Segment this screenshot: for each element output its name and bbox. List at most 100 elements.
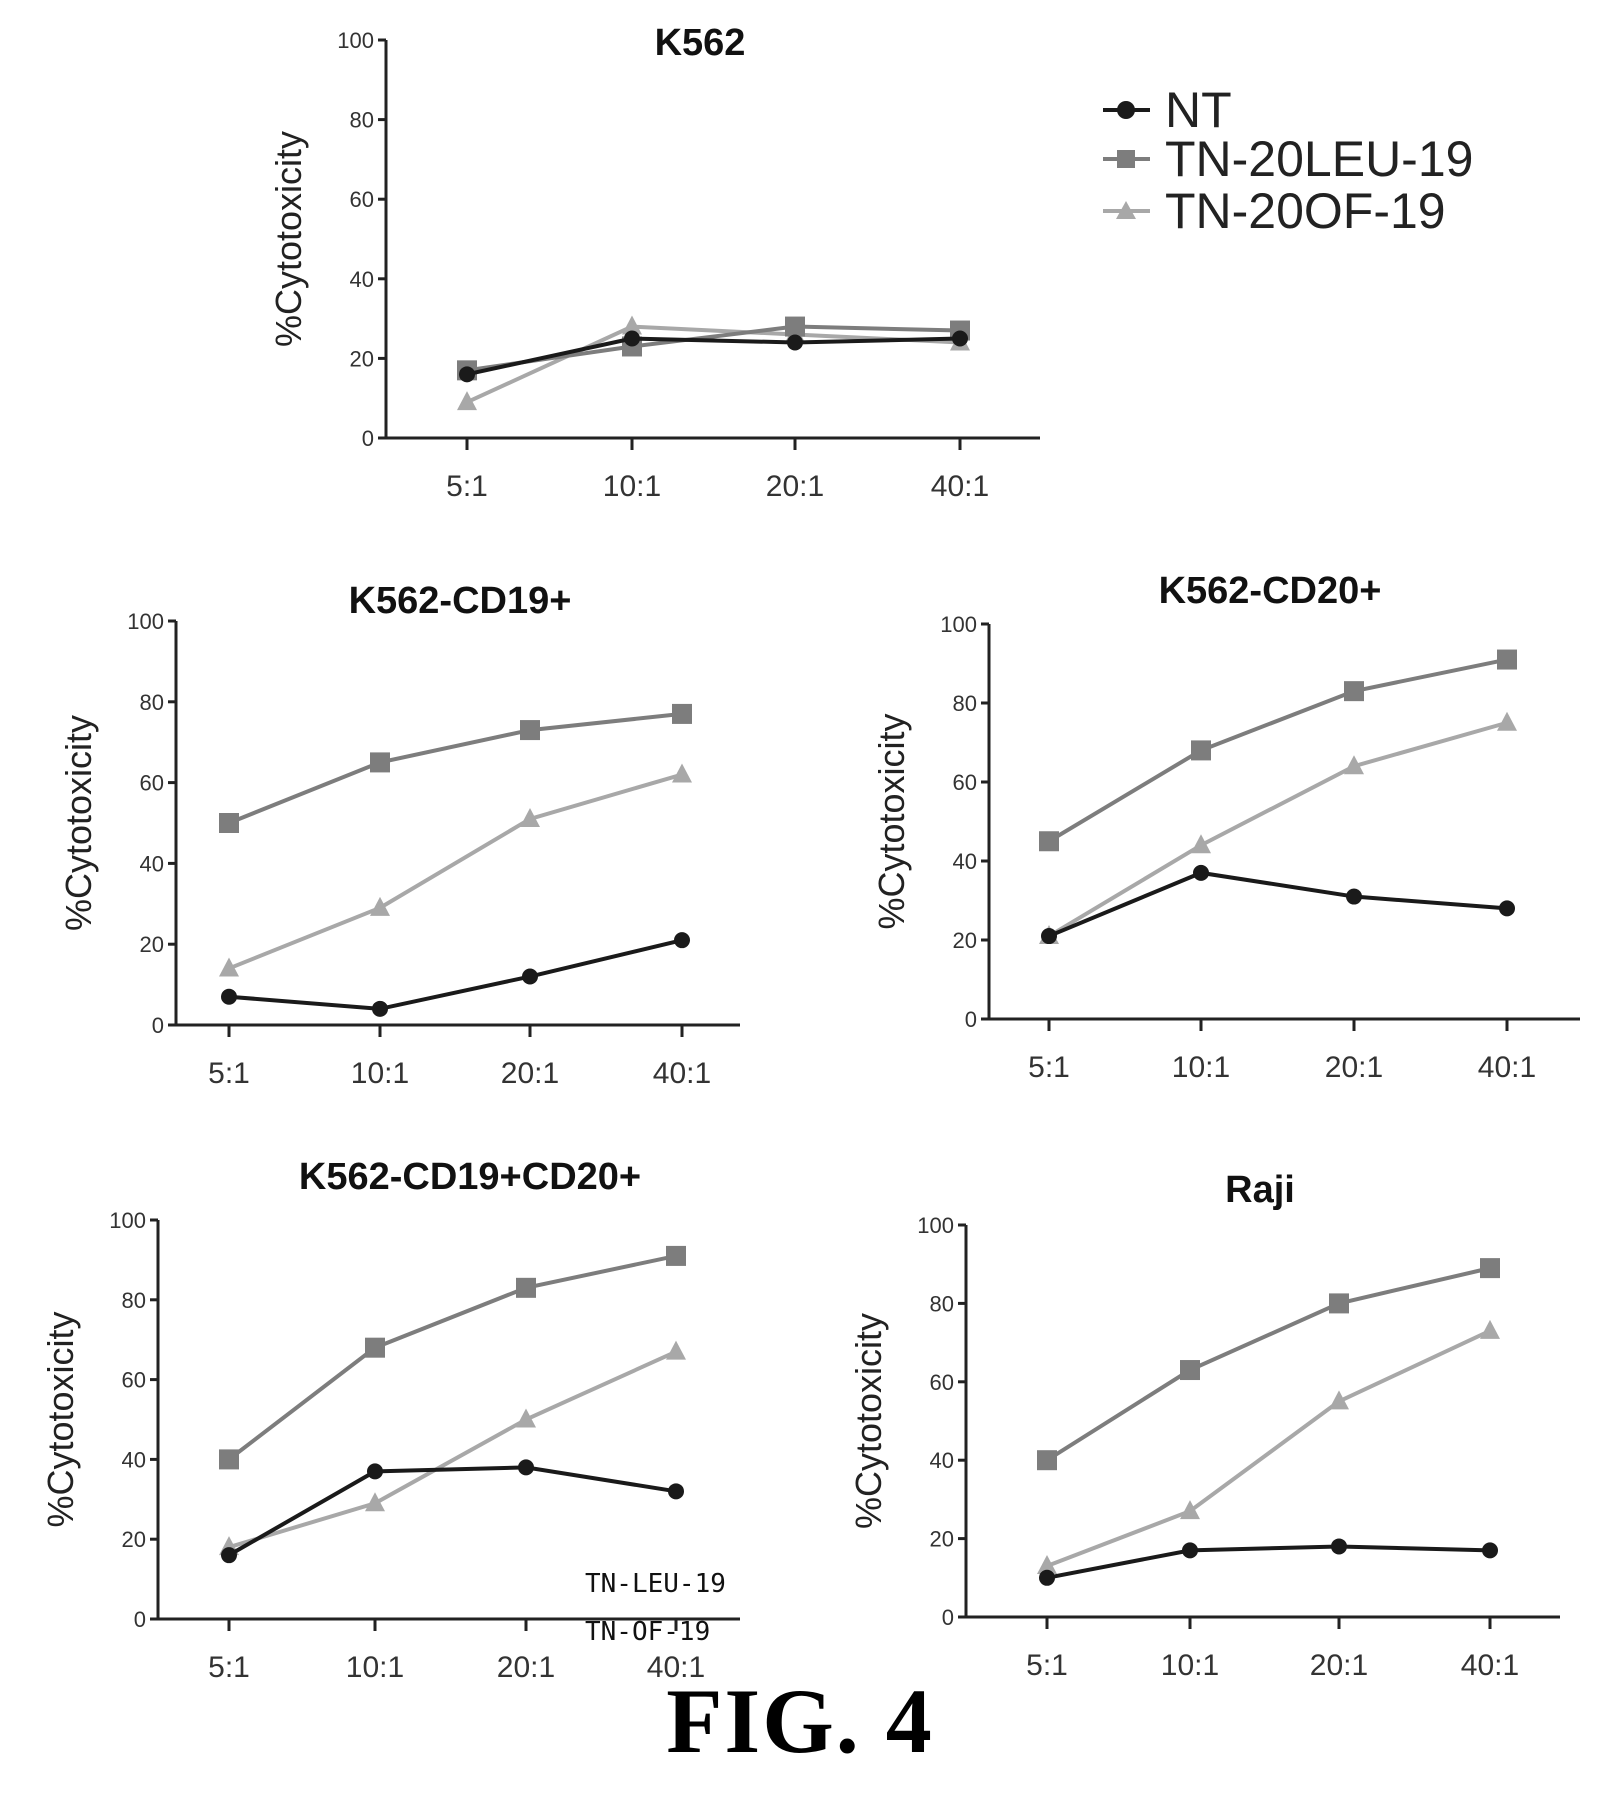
data-point-tn-20leu-19 — [1344, 681, 1364, 702]
y-axis-label: %Cytotoxicity — [58, 715, 99, 931]
legend-entry-tn-20leu-19: TN-20LEU-19 — [1103, 131, 1473, 187]
panel-title: K562-CD19+CD20+ — [299, 1156, 641, 1198]
data-point-nt — [1182, 1542, 1198, 1559]
y-tick-label: 40 — [953, 849, 977, 874]
data-point-tn-20of-19 — [1497, 711, 1517, 731]
x-tick-label: 20:1 — [1310, 1649, 1368, 1682]
y-tick-label: 80 — [350, 108, 374, 133]
legend-marker-tn-20of-19 — [1116, 201, 1136, 219]
series-nt — [1039, 1538, 1498, 1586]
y-tick-label: 100 — [917, 1213, 954, 1238]
data-point-nt — [624, 330, 640, 347]
y-tick-label: 0 — [965, 1007, 977, 1032]
legend-entry-nt: NT — [1103, 82, 1232, 138]
y-tick-label: 100 — [127, 609, 164, 634]
series-nt — [1041, 864, 1515, 945]
series-tn-20of-19 — [1037, 1319, 1500, 1575]
data-point-tn-20leu-19 — [1039, 831, 1059, 852]
x-tick-label: 5:1 — [1028, 1051, 1070, 1084]
data-point-nt — [522, 968, 538, 985]
data-point-nt — [1041, 928, 1057, 945]
data-point-nt — [1039, 1569, 1055, 1586]
series-line-tn-20of-19 — [1047, 720, 1508, 938]
data-point-nt — [459, 366, 475, 383]
x-tick-label: 5:1 — [208, 1057, 250, 1090]
data-point-nt — [787, 334, 803, 351]
legend-label-nt: NT — [1165, 82, 1232, 138]
data-point-tn-20of-19 — [457, 391, 477, 411]
series-line-nt — [228, 1465, 677, 1557]
data-point-tn-20leu-19 — [516, 1277, 536, 1298]
data-point-tn-20of-19 — [1344, 755, 1364, 775]
figure-caption: FIG. 4 — [666, 1670, 934, 1772]
series-tn-20of-19 — [1039, 711, 1517, 945]
y-tick-label: 20 — [953, 928, 977, 953]
y-tick-label: 60 — [122, 1368, 146, 1393]
y-tick-label: 100 — [940, 612, 977, 637]
series-tn-20of-19 — [219, 1340, 686, 1556]
y-tick-label: 60 — [350, 187, 374, 212]
y-axis-label: %Cytotoxicity — [871, 713, 912, 929]
data-point-tn-20of-19 — [1329, 1390, 1349, 1410]
x-tick-label: 20:1 — [497, 1651, 555, 1684]
figure-legend: NT TN-20LEU-19 TN-20OF-19 — [1103, 82, 1473, 239]
annotation-tn-leu-19: TN-LEU-19 — [585, 1569, 726, 1599]
legend-marker-tn-20leu-19 — [1117, 150, 1135, 168]
legend-marker-nt — [1117, 101, 1135, 119]
legend-label-tn-20leu-19: TN-20LEU-19 — [1165, 131, 1473, 187]
series-tn-20leu-19 — [219, 1245, 686, 1470]
y-tick-label: 0 — [152, 1013, 164, 1038]
x-tick-label: 10:1 — [351, 1057, 409, 1090]
data-point-tn-20leu-19 — [672, 703, 692, 724]
data-point-tn-20leu-19 — [666, 1245, 686, 1266]
data-point-nt — [518, 1459, 534, 1476]
y-tick-label: 0 — [942, 1605, 954, 1630]
data-point-tn-20leu-19 — [365, 1337, 385, 1358]
y-tick-label: 40 — [930, 1448, 954, 1473]
series-line-nt — [228, 938, 683, 1011]
data-point-nt — [952, 330, 968, 347]
data-point-nt — [668, 1483, 684, 1500]
x-tick-label: 40:1 — [1461, 1649, 1519, 1682]
x-tick-label: 5:1 — [1026, 1649, 1068, 1682]
annotation-tn-of-19: TN-OF-19 — [585, 1617, 710, 1647]
y-tick-label: 40 — [140, 851, 164, 876]
x-tick-label: 20:1 — [766, 470, 824, 503]
x-tick-label: 40:1 — [647, 1651, 705, 1684]
y-tick-label: 20 — [122, 1527, 146, 1552]
y-tick-label: 40 — [122, 1447, 146, 1472]
data-point-nt — [1499, 900, 1515, 917]
y-tick-label: 0 — [134, 1607, 146, 1632]
series-line-tn-20of-19 — [1046, 1329, 1491, 1568]
data-point-tn-20leu-19 — [1497, 649, 1517, 670]
data-point-tn-20of-19 — [666, 1340, 686, 1360]
panel-title: Raji — [1225, 1169, 1295, 1211]
data-point-tn-20of-19 — [1180, 1500, 1200, 1520]
x-tick-label: 20:1 — [501, 1057, 559, 1090]
data-point-tn-20leu-19 — [520, 720, 540, 741]
data-point-tn-20of-19 — [219, 957, 239, 977]
chart-panel-k562-cd20: 0 20 40 60 80 100 5:1 10:1 20:1 40:1 K562-CD20+ %Cy… — [871, 570, 1580, 1084]
x-tick-label: 10:1 — [603, 470, 661, 503]
x-tick-label: 10:1 — [1172, 1051, 1230, 1084]
x-tick-label: 10:1 — [1161, 1649, 1219, 1682]
x-tick-label: 40:1 — [1478, 1051, 1536, 1084]
data-point-tn-20of-19 — [365, 1492, 385, 1512]
legend-entry-tn-20of-19: TN-20OF-19 — [1103, 183, 1446, 239]
x-tick-label: 5:1 — [208, 1651, 250, 1684]
data-point-tn-20leu-19 — [1180, 1360, 1200, 1381]
data-point-tn-20of-19 — [1480, 1319, 1500, 1339]
x-tick-label: 20:1 — [1325, 1051, 1383, 1084]
data-point-tn-20leu-19 — [219, 1449, 239, 1470]
series-line-tn-20of-19 — [228, 1349, 677, 1550]
x-tick-label: 5:1 — [446, 470, 488, 503]
y-tick-label: 80 — [953, 691, 977, 716]
y-tick-label: 20 — [350, 346, 374, 371]
series-line-tn-20leu-19 — [466, 324, 961, 373]
y-axis-label: %Cytotoxicity — [268, 131, 309, 347]
data-point-tn-20leu-19 — [1329, 1293, 1349, 1314]
legend-label-tn-20of-19: TN-20OF-19 — [1165, 183, 1446, 239]
data-point-tn-20of-19 — [516, 1408, 536, 1428]
series-line-nt — [1046, 1544, 1491, 1580]
